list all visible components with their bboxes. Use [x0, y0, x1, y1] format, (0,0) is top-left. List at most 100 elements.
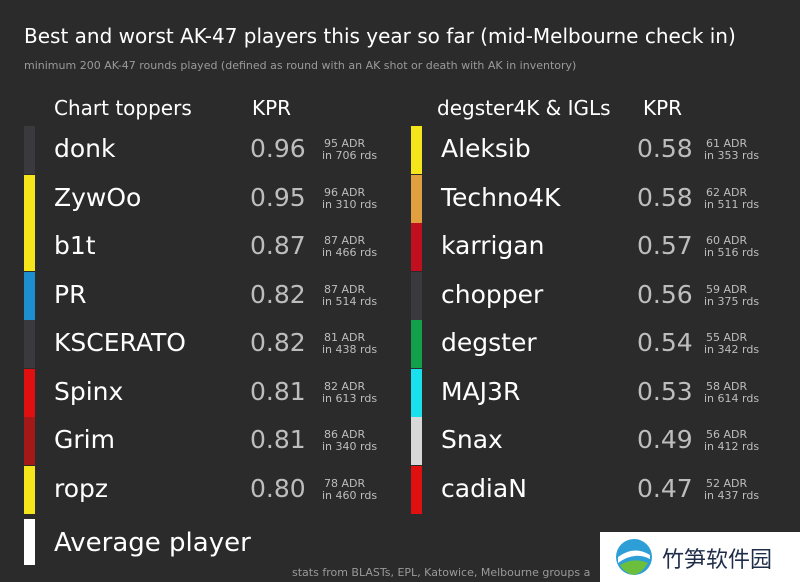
player-adr-block: 58 ADR in 614 rds: [704, 379, 760, 405]
player-kpr: 0.80: [250, 473, 306, 503]
player-name: PR: [54, 279, 87, 309]
player-rounds: in 437 rds: [704, 488, 760, 502]
player-adr-block: 59 ADR in 375 rds: [704, 282, 760, 308]
player-adr-block: 82 ADR in 613 rds: [322, 379, 378, 405]
player-kpr: 0.58: [637, 182, 693, 212]
player-kpr: 0.95: [250, 182, 306, 212]
player-adr: 96 ADR: [324, 185, 366, 199]
player-adr: 52 ADR: [706, 476, 748, 490]
team-color-bar: [411, 126, 422, 174]
player-rounds: in 706 rds: [322, 149, 378, 162]
footer-source: stats from BLASTs, EPL, Katowice, Melbou…: [292, 566, 591, 579]
team-color-bar: [411, 223, 422, 271]
player-adr: 59 ADR: [706, 282, 748, 296]
watermark: 竹笋软件园: [600, 532, 800, 582]
player-kpr: 0.81: [250, 425, 306, 454]
player-kpr: 0.82: [250, 328, 306, 357]
player-adr-block: 87 ADR in 514 rds: [322, 282, 378, 308]
player-adr: 87 ADR: [324, 282, 366, 296]
player-name: donk: [54, 134, 116, 163]
player-adr-block: 52 ADR in 437 rds: [704, 476, 760, 502]
player-name: ZywOo: [54, 182, 142, 212]
team-color-bar: [24, 417, 35, 465]
player-rounds: in 614 rds: [704, 391, 760, 405]
player-adr-block: 96 ADR in 310 rds: [322, 185, 378, 211]
team-color-bar: [411, 320, 422, 368]
chart-subtitle: minimum 200 AK-47 rounds played (defined…: [24, 59, 577, 72]
left-table-row: b1t 0.87 87 ADR in 466 rds: [24, 223, 392, 271]
left-table-row: ropz 0.80 78 ADR in 460 rds: [24, 465, 392, 514]
player-adr: 82 ADR: [324, 379, 366, 393]
right-table-row: Aleksib 0.58 61 ADR in 353 rds: [411, 126, 774, 174]
right-table-header-player: degster4K & IGLs: [437, 96, 611, 120]
player-kpr: 0.57: [637, 231, 693, 260]
player-adr-block: 62 ADR in 511 rds: [704, 185, 760, 211]
player-kpr: 0.53: [637, 376, 693, 406]
left-table-row: ZywOo 0.95 96 ADR in 310 rds: [24, 174, 392, 223]
player-rounds: in 310 rds: [322, 197, 378, 211]
player-rounds: in 438 rds: [322, 343, 378, 356]
average-player-bar: [24, 519, 35, 565]
player-adr-block: 55 ADR in 342 rds: [704, 332, 759, 356]
team-color-bar: [24, 465, 35, 514]
player-rounds: in 375 rds: [704, 294, 760, 308]
team-color-bar: [24, 368, 35, 417]
player-name: Grim: [54, 425, 115, 454]
player-kpr: 0.96: [250, 134, 306, 163]
watermark-text: 竹笋软件园: [662, 548, 773, 573]
player-adr-block: 86 ADR in 340 rds: [322, 429, 377, 453]
player-name: cadiaN: [441, 473, 527, 503]
player-kpr: 0.58: [637, 134, 693, 163]
player-rounds: in 613 rds: [322, 391, 378, 405]
watermark-logo-icon: [616, 539, 652, 575]
player-kpr: 0.47: [637, 473, 693, 503]
right-table-header-kpr: KPR: [643, 96, 683, 120]
player-adr-block: 95 ADR in 706 rds: [322, 138, 377, 162]
player-adr: 62 ADR: [706, 185, 748, 199]
team-color-bar: [411, 174, 422, 223]
player-adr-block: 61 ADR in 353 rds: [704, 138, 759, 162]
player-adr: 61 ADR: [706, 137, 748, 150]
chart-title: Best and worst AK-47 players this year s…: [24, 24, 736, 48]
right-table-row: cadiaN 0.47 52 ADR in 437 rds: [411, 465, 774, 514]
average-player-label: Average player: [54, 528, 251, 558]
team-color-bar: [24, 223, 35, 271]
left-table-header-player: Chart toppers: [54, 96, 192, 120]
player-kpr: 0.49: [637, 425, 693, 454]
player-adr-block: 81 ADR in 438 rds: [322, 332, 377, 356]
player-rounds: in 460 rds: [322, 488, 378, 502]
player-rounds: in 511 rds: [704, 197, 760, 211]
player-name: Snax: [441, 425, 503, 454]
player-name: Aleksib: [441, 134, 531, 163]
player-name: ropz: [54, 473, 109, 503]
player-name: chopper: [441, 279, 544, 309]
right-table-row: Snax 0.49 56 ADR in 412 rds: [411, 417, 774, 465]
player-kpr: 0.87: [250, 231, 306, 260]
team-color-bar: [411, 465, 422, 514]
player-rounds: in 514 rds: [322, 294, 378, 308]
player-rounds: in 412 rds: [704, 440, 760, 453]
right-table-row: degster 0.54 55 ADR in 342 rds: [411, 320, 774, 368]
player-name: karrigan: [441, 231, 545, 260]
player-adr: 58 ADR: [706, 379, 748, 393]
player-rounds: in 466 rds: [322, 246, 378, 259]
player-name: Spinx: [54, 376, 124, 406]
right-table-row: karrigan 0.57 60 ADR in 516 rds: [411, 223, 774, 271]
player-name: Techno4K: [441, 182, 561, 212]
player-adr: 56 ADR: [706, 428, 748, 441]
player-kpr: 0.82: [250, 279, 306, 309]
player-adr: 81 ADR: [324, 331, 366, 344]
player-name: b1t: [54, 231, 96, 260]
team-color-bar: [24, 126, 35, 174]
team-color-bar: [24, 271, 35, 320]
team-color-bar: [24, 174, 35, 223]
team-color-bar: [411, 368, 422, 417]
player-rounds: in 340 rds: [322, 440, 378, 453]
left-table-header-kpr: KPR: [252, 96, 292, 120]
left-table-row: PR 0.82 87 ADR in 514 rds: [24, 271, 392, 320]
player-adr-block: 78 ADR in 460 rds: [322, 477, 378, 502]
player-adr-block: 56 ADR in 412 rds: [704, 429, 759, 453]
left-table-row: donk 0.96 95 ADR in 706 rds: [24, 126, 392, 174]
left-table-row: Spinx 0.81 82 ADR in 613 rds: [24, 368, 392, 417]
team-color-bar: [24, 320, 35, 368]
